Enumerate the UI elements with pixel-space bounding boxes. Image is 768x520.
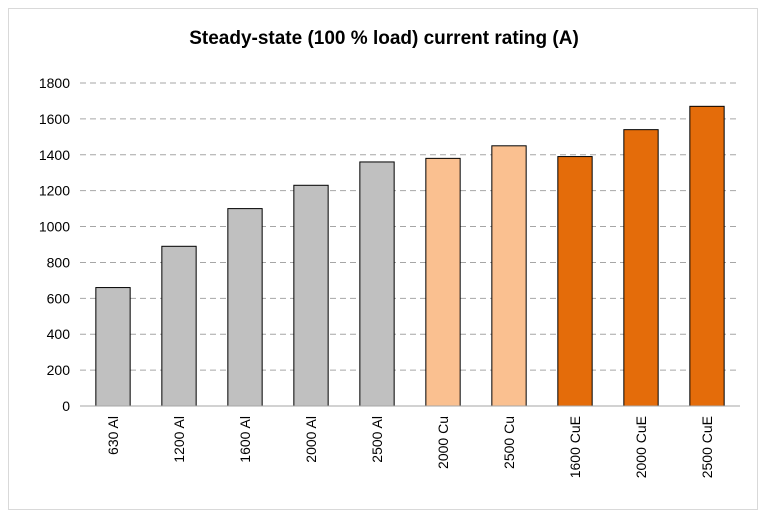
bar bbox=[689, 105, 725, 407]
x-tick-label: 2000 CuE bbox=[633, 416, 649, 478]
bar bbox=[557, 156, 593, 407]
x-tick-label: 2500 Cu bbox=[501, 416, 517, 469]
y-tick-label: 1000 bbox=[39, 219, 70, 235]
bar bbox=[95, 287, 131, 407]
chart-title: Steady-state (100 % load) current rating… bbox=[189, 28, 579, 49]
y-tick-label: 0 bbox=[62, 398, 70, 414]
y-tick-label: 1600 bbox=[39, 111, 70, 127]
bar bbox=[425, 157, 461, 407]
y-tick-label: 200 bbox=[47, 362, 71, 378]
x-tick-label: 1600 Al bbox=[237, 416, 253, 463]
x-tick-label: 630 Al bbox=[105, 416, 121, 455]
bars bbox=[95, 105, 725, 407]
bar bbox=[491, 145, 527, 407]
bar bbox=[293, 184, 329, 407]
bar bbox=[161, 245, 197, 407]
y-tick-label: 1800 bbox=[39, 75, 70, 91]
y-tick-label: 1200 bbox=[39, 183, 70, 199]
x-tick-label: 1600 CuE bbox=[567, 416, 583, 478]
bar bbox=[227, 208, 263, 407]
x-tick-label: 1200 Al bbox=[171, 416, 187, 463]
bar bbox=[359, 161, 395, 407]
x-tick-label: 2000 Cu bbox=[435, 416, 451, 469]
bar bbox=[623, 129, 659, 407]
labels: 0 200 400 600 800 1000 1200 1400 1600 1800 630 Al 1… bbox=[39, 75, 715, 478]
y-tick-label: 800 bbox=[47, 254, 71, 270]
x-tick-label: 2000 Al bbox=[303, 416, 319, 463]
x-tick-label: 2500 CuE bbox=[699, 416, 715, 478]
y-tick-label: 400 bbox=[47, 326, 71, 342]
x-tick-label: 2500 Al bbox=[369, 416, 385, 463]
y-tick-label: 600 bbox=[47, 290, 71, 306]
y-tick-label: 1400 bbox=[39, 147, 70, 163]
